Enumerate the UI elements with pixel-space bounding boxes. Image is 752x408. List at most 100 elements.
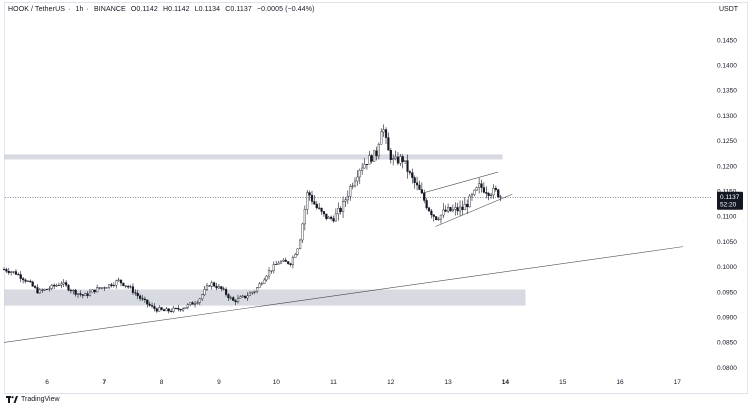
candle-body bbox=[415, 182, 419, 186]
candle-body bbox=[375, 150, 378, 157]
candle bbox=[184, 307, 187, 309]
candle bbox=[186, 303, 189, 310]
candle bbox=[67, 283, 70, 292]
candle bbox=[368, 150, 371, 165]
candle bbox=[372, 150, 376, 162]
candle bbox=[468, 194, 471, 208]
candle bbox=[93, 289, 96, 294]
candle-body bbox=[172, 307, 175, 312]
time-tick-label: 11 bbox=[330, 379, 337, 386]
price-tick-label: 0.1350 bbox=[717, 88, 737, 95]
candle bbox=[96, 284, 99, 293]
brand-name[interactable]: TradingView bbox=[21, 396, 60, 403]
candle bbox=[72, 289, 75, 295]
close-value: C0.1137 bbox=[225, 6, 252, 13]
candle-body bbox=[189, 302, 192, 305]
candle-body bbox=[330, 216, 333, 219]
interval[interactable]: 1h bbox=[75, 6, 84, 13]
candle-body bbox=[313, 201, 316, 205]
candle bbox=[480, 179, 483, 193]
candle-body bbox=[186, 304, 189, 308]
candle-body bbox=[349, 186, 352, 197]
candle-body bbox=[96, 287, 99, 293]
candle-body bbox=[91, 289, 94, 293]
candle bbox=[430, 208, 433, 219]
candle-body bbox=[220, 286, 223, 290]
candle bbox=[31, 280, 34, 287]
candle bbox=[447, 203, 450, 214]
candle bbox=[196, 300, 199, 305]
candle-body bbox=[50, 284, 53, 289]
candle-body bbox=[256, 287, 259, 292]
candle bbox=[279, 259, 283, 265]
candle bbox=[234, 299, 237, 306]
candle bbox=[136, 289, 139, 300]
candle-body bbox=[5, 269, 8, 272]
candle bbox=[239, 295, 242, 299]
candle bbox=[437, 216, 440, 221]
candle-body bbox=[470, 194, 474, 197]
candle-body bbox=[24, 279, 27, 282]
candle bbox=[384, 127, 388, 144]
candle-body bbox=[244, 295, 247, 299]
candle bbox=[337, 202, 340, 221]
candle-body bbox=[497, 189, 500, 198]
candle-body bbox=[310, 194, 314, 202]
symbol-legend: HOOK / TetherUS · 1h · BINANCE O0.1142 H0.… bbox=[8, 6, 315, 13]
candle bbox=[19, 271, 22, 283]
candle-body bbox=[148, 303, 151, 306]
candle-body bbox=[413, 177, 416, 184]
symbol-name[interactable]: HOOK / TetherUS bbox=[8, 6, 66, 13]
candle-body bbox=[427, 207, 431, 212]
candle bbox=[7, 268, 10, 275]
candle-body bbox=[344, 199, 347, 202]
candle-body bbox=[229, 297, 232, 299]
candle bbox=[346, 190, 349, 205]
candle-body bbox=[303, 209, 306, 225]
candle bbox=[313, 195, 316, 205]
candle bbox=[377, 142, 380, 160]
candle bbox=[492, 184, 495, 199]
candle bbox=[475, 186, 478, 191]
candle bbox=[401, 154, 404, 169]
candle-body bbox=[332, 218, 335, 222]
tradingview-logo-icon bbox=[6, 396, 18, 403]
candle bbox=[442, 203, 445, 218]
candle bbox=[351, 182, 354, 190]
candle-body bbox=[17, 274, 20, 276]
candle bbox=[277, 260, 280, 265]
candle bbox=[50, 283, 53, 291]
candle bbox=[155, 307, 158, 313]
candle bbox=[272, 261, 275, 274]
candle bbox=[134, 289, 137, 296]
candle bbox=[29, 279, 32, 283]
candle-body bbox=[475, 187, 478, 191]
candle bbox=[482, 182, 486, 194]
candle bbox=[408, 170, 411, 176]
candle-body bbox=[435, 216, 438, 220]
candle bbox=[81, 294, 84, 299]
candle bbox=[413, 175, 416, 189]
candle bbox=[17, 272, 20, 276]
candle-body bbox=[401, 156, 404, 162]
candle-body bbox=[380, 131, 383, 145]
candle-body bbox=[227, 294, 230, 299]
candle-body bbox=[134, 292, 137, 294]
candle-body bbox=[423, 192, 426, 201]
candle-body bbox=[67, 284, 70, 291]
candle-body bbox=[466, 203, 469, 208]
time-tick-label: 9 bbox=[217, 379, 221, 386]
candle-body bbox=[208, 285, 211, 287]
candle-body bbox=[473, 189, 476, 195]
candle bbox=[203, 286, 206, 297]
candle-body bbox=[7, 271, 10, 273]
candle bbox=[461, 200, 464, 216]
candle-body bbox=[485, 192, 488, 194]
candle-body bbox=[143, 298, 146, 301]
candle bbox=[289, 262, 292, 267]
currency-label[interactable]: USDT bbox=[719, 6, 739, 13]
candle-body bbox=[494, 187, 497, 190]
candle-body bbox=[170, 310, 173, 312]
candle bbox=[45, 288, 49, 290]
